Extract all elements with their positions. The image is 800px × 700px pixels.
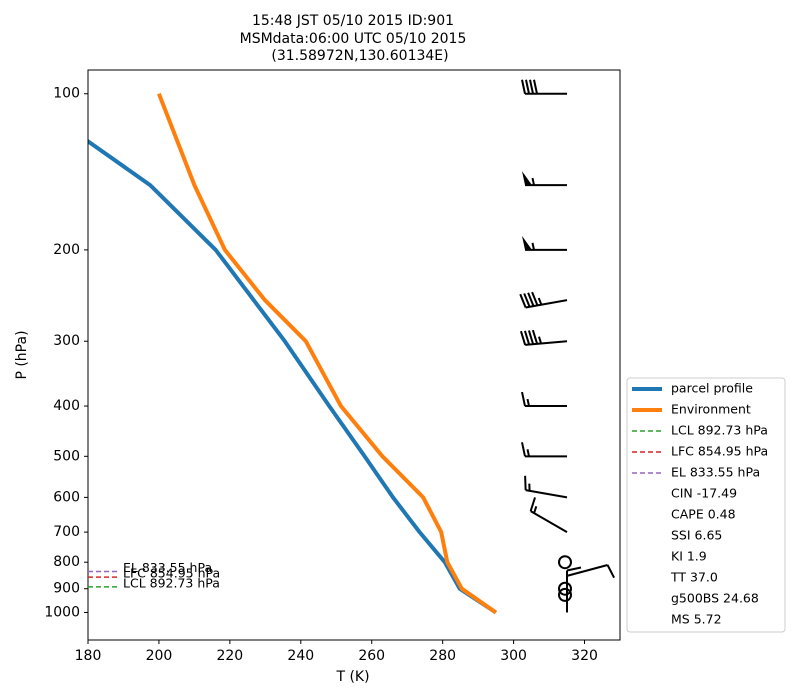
wind-barb	[566, 564, 615, 579]
wind-barb	[521, 79, 567, 95]
barb-full	[529, 497, 536, 512]
profile-line	[88, 138, 497, 615]
barb-full	[521, 79, 526, 94]
legend-index: MS 5.72	[671, 612, 722, 627]
barb-full	[519, 330, 527, 346]
wind-barb	[519, 329, 568, 346]
barb-full	[531, 329, 539, 345]
barb-full	[519, 293, 527, 308]
barb-full	[531, 291, 539, 306]
barb-half	[533, 505, 538, 514]
legend-label: LCL 892.73 hPa	[671, 423, 768, 438]
y-tick-label: 1000	[44, 604, 80, 620]
barb-full	[523, 330, 531, 345]
x-tick-label: 320	[571, 648, 598, 664]
barb-half	[537, 297, 543, 306]
legend-index: KI 1.9	[671, 549, 707, 564]
barb-full	[524, 475, 527, 491]
y-tick-label: 600	[53, 489, 80, 505]
legend-label: LFC 854.95 hPa	[671, 444, 768, 459]
y-tick-label: 100	[53, 86, 80, 102]
x-tick-label: 240	[287, 648, 314, 664]
barb-half	[538, 336, 543, 344]
barb-flag	[522, 171, 532, 186]
x-tick-label: 260	[358, 648, 385, 664]
barb-full	[525, 79, 530, 94]
y-tick-label: 400	[53, 398, 80, 414]
legend-label: parcel profile	[671, 381, 753, 396]
level-label: EL 833.55 hPa	[123, 560, 212, 575]
chart-title: MSMdata:06:00 UTC 05/10 2015	[240, 31, 467, 47]
y-tick-label: 200	[53, 242, 80, 258]
barb-half	[531, 242, 535, 251]
wind-barb	[529, 497, 568, 533]
barb-full	[521, 391, 526, 407]
barb-half	[526, 449, 530, 457]
barb-half	[531, 177, 535, 186]
wind-barb	[521, 391, 567, 408]
calm-circle	[558, 555, 572, 570]
legend-label: Environment	[671, 402, 751, 417]
axes-frame	[87, 69, 621, 641]
barb-staff	[525, 489, 568, 499]
barb-full	[529, 79, 534, 94]
barb-staff	[566, 564, 608, 577]
barb-full	[523, 293, 531, 308]
x-tick-label: 280	[429, 648, 456, 664]
legend	[626, 377, 786, 633]
wind-barb	[519, 291, 568, 309]
x-tick-label: 180	[75, 648, 102, 664]
x-tick-label: 300	[500, 648, 527, 664]
barb-full	[527, 292, 535, 307]
wind-barb	[521, 442, 567, 458]
x-tick-label: 220	[216, 648, 243, 664]
barb-full	[606, 564, 615, 579]
calm-circle	[558, 587, 572, 602]
barb-half	[526, 398, 530, 407]
wind-barb	[558, 587, 572, 602]
barb-full	[527, 330, 535, 345]
legend-index: CAPE 0.48	[671, 507, 736, 522]
x-axis-label: T (K)	[335, 669, 369, 685]
y-tick-label: 900	[53, 581, 80, 597]
y-tick-label: 500	[53, 448, 80, 464]
legend-label: EL 833.55 hPa	[671, 465, 760, 480]
profile-line	[157, 92, 498, 615]
y-axis-label: P (hPa)	[14, 330, 30, 379]
x-tick-label: 200	[146, 648, 173, 664]
wind-barb	[566, 566, 582, 613]
wind-barb	[558, 581, 572, 596]
y-tick-label: 300	[53, 333, 80, 349]
barb-full	[566, 566, 582, 572]
calm-circle	[558, 581, 572, 596]
barb-flag	[522, 235, 532, 250]
chart-title: 15:48 JST 05/10 2015 ID:901	[252, 13, 454, 29]
plot-area	[88, 79, 615, 615]
wind-barb	[522, 235, 567, 251]
level-label: LFC 854.95 hPa	[123, 566, 220, 581]
y-tick-label: 700	[53, 524, 80, 540]
legend-index: CIN -17.49	[671, 486, 737, 501]
barb-full	[533, 79, 538, 94]
y-tick-label: 800	[53, 554, 80, 570]
legend-index: TT 37.0	[670, 570, 718, 585]
barb-full	[521, 442, 526, 457]
wind-barb	[558, 555, 572, 570]
barb-staff	[530, 510, 568, 533]
wind-barb	[522, 171, 567, 187]
chart-title: (31.58972N,130.60134E)	[271, 48, 448, 64]
level-label: LCL 892.73 hPa	[123, 575, 220, 590]
legend-index: g500BS 24.68	[671, 591, 759, 606]
legend-index: SSI 6.65	[671, 528, 722, 543]
wind-barb	[524, 475, 568, 499]
